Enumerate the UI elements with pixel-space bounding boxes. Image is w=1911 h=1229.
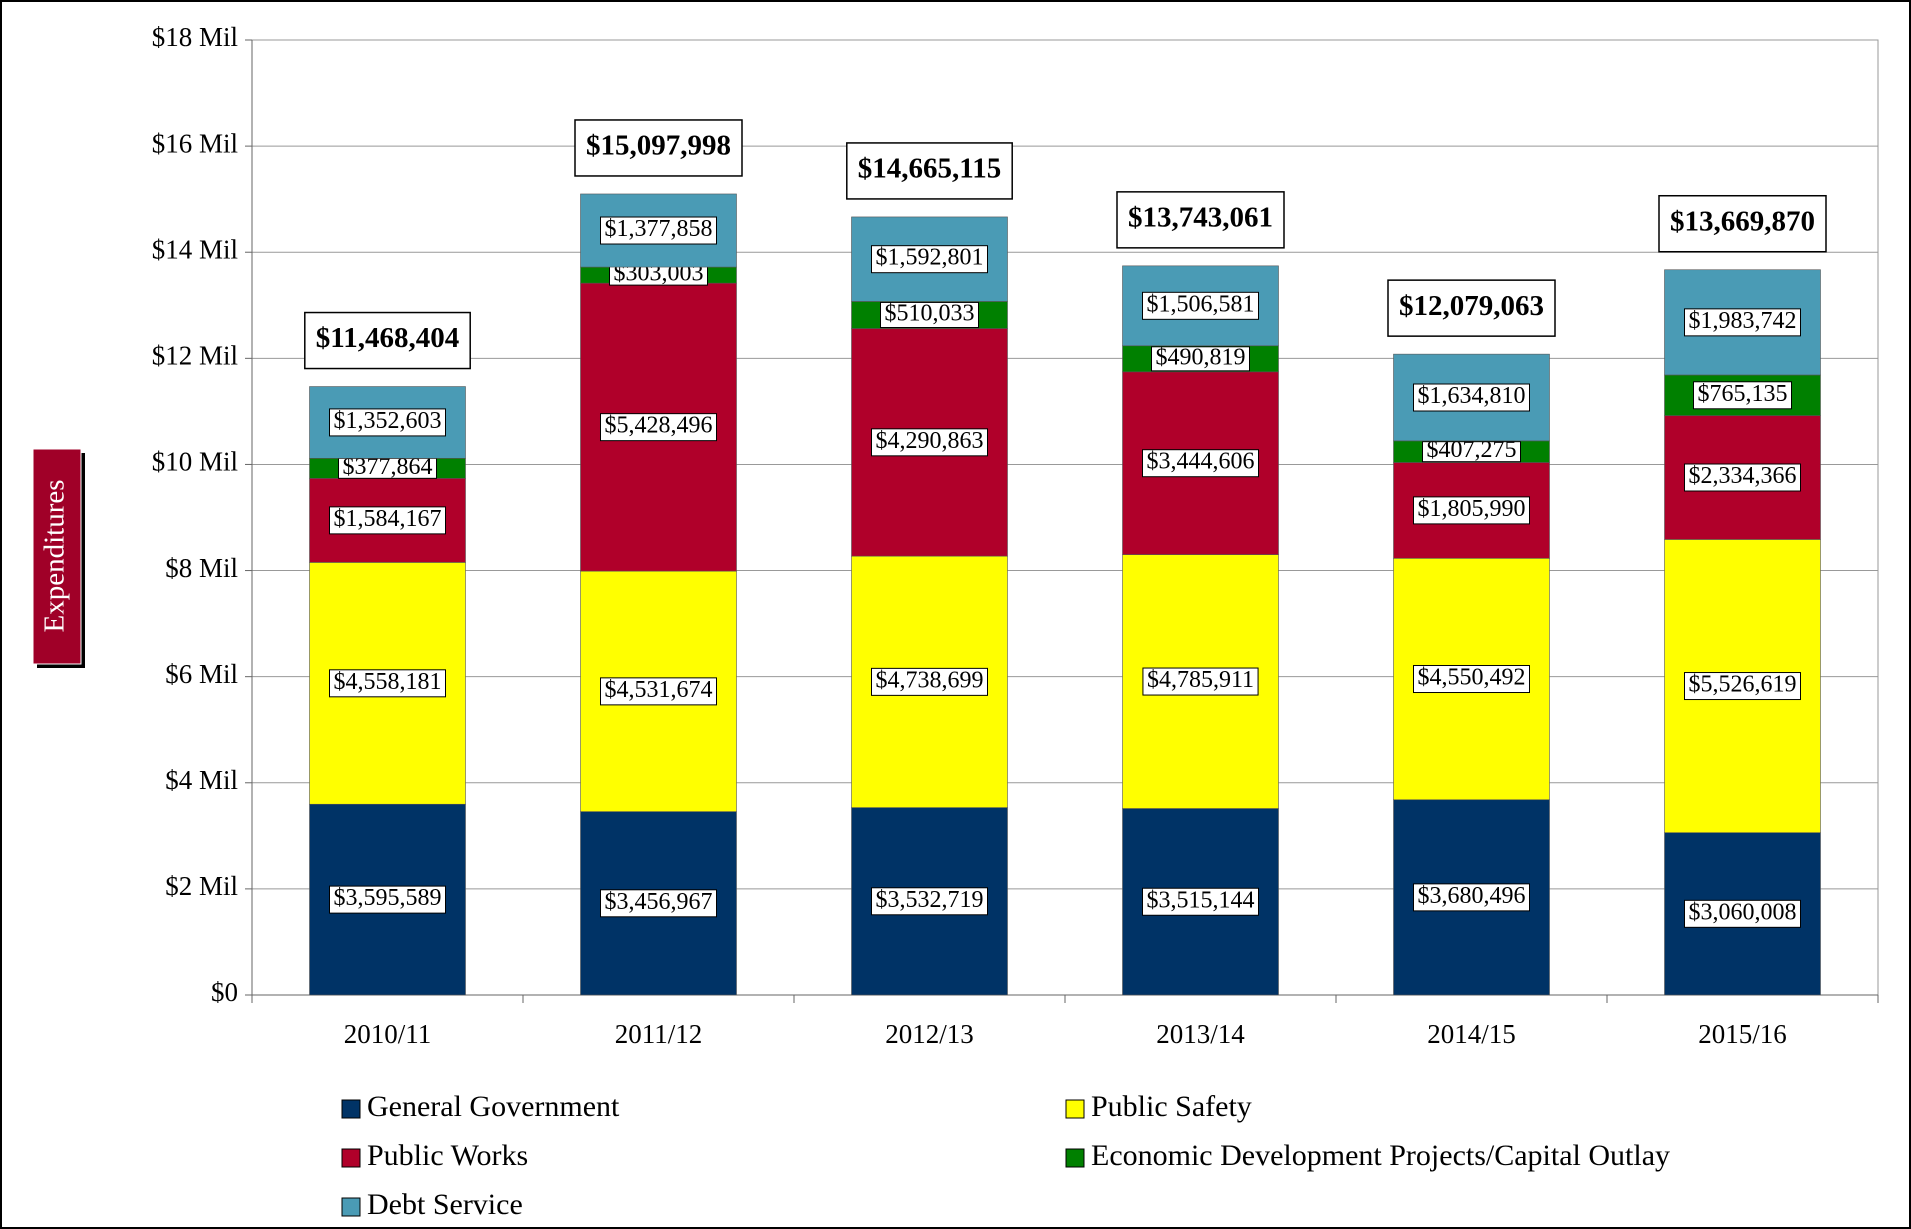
label-box xyxy=(1422,441,1521,463)
value-label: $1,634,810 xyxy=(1418,383,1526,409)
value-label: $3,444,606 xyxy=(1147,449,1255,475)
y-tick-label: $12 Mil xyxy=(152,341,238,371)
legend-swatch xyxy=(1065,1148,1085,1168)
value-label: $5,526,619 xyxy=(1689,672,1797,698)
label-box xyxy=(1142,291,1259,320)
y-tick-label: $6 Mil xyxy=(165,659,238,689)
total-label: $11,468,404 xyxy=(316,322,459,354)
value-label: $1,352,603 xyxy=(334,408,442,434)
legend-swatch xyxy=(341,1099,361,1119)
label-box xyxy=(1387,279,1556,337)
total-label: $14,665,115 xyxy=(858,153,1001,185)
label-box xyxy=(871,245,988,274)
legend-swatch xyxy=(1065,1099,1085,1119)
x-tick-label: 2012/13 xyxy=(885,1019,974,1049)
legend-swatch xyxy=(341,1148,361,1168)
value-label: $4,785,911 xyxy=(1147,667,1254,693)
value-label: $3,595,589 xyxy=(334,885,442,911)
label-box xyxy=(1658,194,1827,253)
value-label: $4,738,699 xyxy=(876,667,984,693)
label-box xyxy=(304,311,471,370)
y-tick-label: $14 Mil xyxy=(152,234,238,264)
total-label: $13,669,870 xyxy=(1670,205,1815,237)
label-box xyxy=(871,887,988,916)
y-tick-label: $4 Mil xyxy=(165,765,238,795)
y-tick-label: $2 Mil xyxy=(165,871,238,901)
label-box xyxy=(1142,449,1259,478)
label-box xyxy=(1413,496,1530,525)
value-label: $3,680,496 xyxy=(1418,883,1526,909)
plot-area xyxy=(251,39,1879,996)
value-label: $407,275 xyxy=(1427,437,1517,463)
value-label: $2,334,366 xyxy=(1689,463,1797,489)
value-label: $4,290,863 xyxy=(876,428,984,454)
label-box xyxy=(1693,381,1792,410)
value-label: $1,983,742 xyxy=(1689,308,1797,334)
label-box xyxy=(329,506,446,535)
legend-label: Public Safety xyxy=(1091,1090,1252,1123)
value-label: $490,819 xyxy=(1156,344,1246,370)
legend-label: Debt Service xyxy=(367,1188,523,1221)
label-box xyxy=(871,667,988,696)
label-box xyxy=(1116,191,1285,249)
label-box xyxy=(1413,383,1530,412)
value-label: $1,805,990 xyxy=(1418,496,1526,522)
label-box xyxy=(329,408,446,437)
y-tick-label: $0 xyxy=(211,977,238,1007)
legend-swatch xyxy=(341,1197,361,1217)
label-box xyxy=(1684,672,1801,701)
label-box xyxy=(600,677,717,706)
value-label: $1,592,801 xyxy=(876,245,984,271)
legend-label: Public Works xyxy=(367,1139,528,1172)
label-box xyxy=(1142,887,1259,916)
value-label: $1,584,167 xyxy=(334,506,442,532)
value-label: $3,515,144 xyxy=(1147,887,1255,913)
y-axis-label: Expenditures xyxy=(39,479,71,632)
label-box xyxy=(1151,346,1250,372)
total-label: $12,079,063 xyxy=(1399,290,1544,322)
x-tick-label: 2015/16 xyxy=(1698,1019,1787,1049)
legend-label: Economic Development Projects/Capital Ou… xyxy=(1091,1139,1670,1172)
total-label: $15,097,998 xyxy=(586,130,731,162)
value-label: $3,456,967 xyxy=(605,889,713,915)
y-tick-label: $18 Mil xyxy=(152,22,238,52)
value-label: $3,060,008 xyxy=(1689,899,1797,925)
y-tick-label: $16 Mil xyxy=(152,128,238,158)
y-tick-label: $10 Mil xyxy=(152,447,238,477)
legend-label: General Government xyxy=(367,1090,620,1123)
value-label: $4,558,181 xyxy=(334,669,442,695)
label-box xyxy=(600,413,717,442)
label-box xyxy=(1684,308,1801,337)
x-tick-label: 2011/12 xyxy=(615,1019,703,1049)
value-label: $1,377,858 xyxy=(605,216,713,242)
value-label: $5,428,496 xyxy=(605,413,713,439)
label-box xyxy=(871,428,988,457)
y-label-box xyxy=(32,448,82,665)
label-box xyxy=(1142,667,1259,696)
value-label: $510,033 xyxy=(885,300,975,326)
label-box xyxy=(600,216,717,245)
label-box xyxy=(1413,665,1530,694)
label-box xyxy=(846,142,1013,200)
value-label: $765,135 xyxy=(1698,381,1788,407)
value-label: $3,532,719 xyxy=(876,887,984,913)
x-tick-label: 2013/14 xyxy=(1156,1019,1245,1049)
label-box xyxy=(1413,883,1530,912)
y-tick-label: $8 Mil xyxy=(165,553,238,583)
x-tick-label: 2014/15 xyxy=(1427,1019,1516,1049)
label-box xyxy=(329,669,446,698)
label-box xyxy=(880,301,979,329)
value-label: $4,531,674 xyxy=(605,677,713,703)
label-box xyxy=(600,889,717,918)
label-box xyxy=(1684,463,1801,492)
label-box xyxy=(329,885,446,914)
x-tick-label: 2010/11 xyxy=(344,1019,432,1049)
label-box xyxy=(1684,899,1801,928)
total-label: $13,743,061 xyxy=(1128,202,1273,234)
value-label: $4,550,492 xyxy=(1418,665,1526,691)
label-box xyxy=(574,119,743,177)
value-label: $1,506,581 xyxy=(1147,291,1255,317)
